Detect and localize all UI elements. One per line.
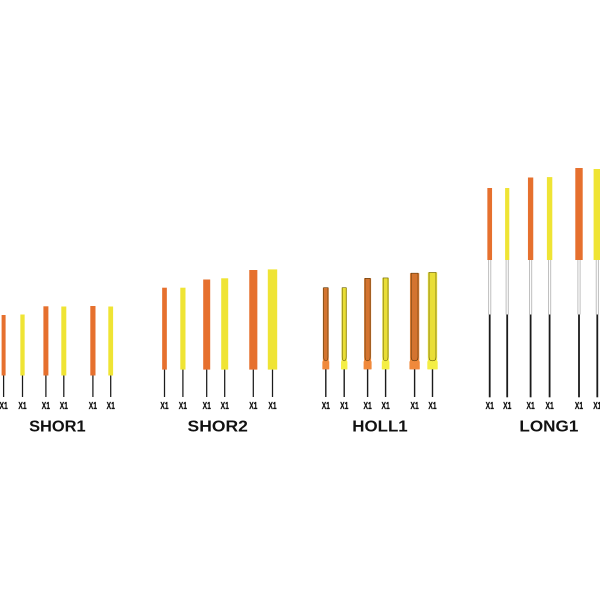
svg-text:SHOR2: SHOR2 <box>188 419 249 436</box>
svg-text:SHOR1: SHOR1 <box>29 419 86 436</box>
svg-text:X1: X1 <box>107 401 115 412</box>
svg-text:X1: X1 <box>60 401 68 412</box>
svg-text:X1: X1 <box>268 401 276 412</box>
svg-text:X1: X1 <box>179 401 187 412</box>
svg-text:X1: X1 <box>322 401 330 412</box>
svg-text:X1: X1 <box>527 401 535 412</box>
svg-text:X1: X1 <box>593 401 600 412</box>
svg-text:X1: X1 <box>249 401 257 412</box>
svg-text:X1: X1 <box>503 401 511 412</box>
svg-text:X1: X1 <box>364 401 372 412</box>
svg-text:X1: X1 <box>382 401 390 412</box>
svg-text:X1: X1 <box>42 401 50 412</box>
svg-text:X1: X1 <box>546 401 554 412</box>
svg-text:X1: X1 <box>340 401 348 412</box>
svg-text:X1: X1 <box>0 401 8 412</box>
svg-text:X1: X1 <box>486 401 494 412</box>
svg-text:LONG1: LONG1 <box>519 419 578 436</box>
svg-text:X1: X1 <box>428 401 436 412</box>
svg-text:X1: X1 <box>221 401 229 412</box>
svg-text:X1: X1 <box>160 401 168 412</box>
svg-text:X1: X1 <box>411 401 419 412</box>
svg-text:X1: X1 <box>89 401 97 412</box>
svg-text:X1: X1 <box>18 401 26 412</box>
svg-text:X1: X1 <box>203 401 211 412</box>
svg-text:X1: X1 <box>575 401 583 412</box>
svg-text:HOLL1: HOLL1 <box>352 419 408 436</box>
